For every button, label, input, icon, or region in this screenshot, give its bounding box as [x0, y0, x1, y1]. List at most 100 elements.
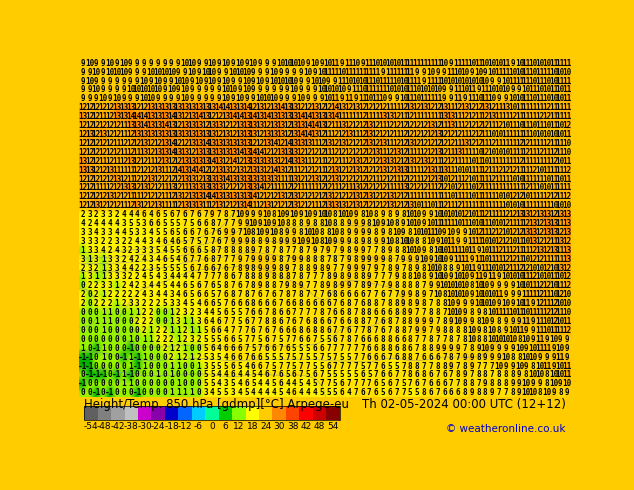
Text: 13: 13 [549, 219, 558, 228]
Text: 2: 2 [176, 343, 181, 353]
Text: 7: 7 [394, 379, 399, 389]
Text: 9: 9 [347, 237, 351, 246]
Text: 2: 2 [197, 353, 201, 362]
Text: 8: 8 [251, 281, 256, 291]
Text: 11: 11 [372, 68, 381, 76]
Text: 10: 10 [413, 210, 422, 219]
Text: 9: 9 [319, 95, 324, 103]
Text: 10: 10 [535, 130, 545, 139]
Text: 10: 10 [515, 174, 524, 184]
Text: 13: 13 [276, 121, 285, 130]
Text: 8: 8 [394, 219, 399, 228]
Text: 6: 6 [442, 379, 447, 389]
Text: 9: 9 [435, 281, 440, 291]
Text: 1: 1 [169, 343, 174, 353]
Text: 3: 3 [169, 290, 174, 299]
Text: 7: 7 [360, 379, 365, 389]
Text: 0: 0 [94, 308, 99, 317]
Text: 9: 9 [517, 317, 522, 326]
Text: 0: 0 [115, 388, 119, 397]
Text: 12: 12 [317, 201, 326, 210]
Text: 8: 8 [476, 335, 481, 344]
Text: 10: 10 [488, 59, 497, 68]
Text: 12: 12 [228, 183, 237, 193]
Text: 13: 13 [297, 139, 306, 148]
Text: 12: 12 [440, 148, 449, 157]
Text: 7: 7 [197, 264, 201, 272]
Text: 10: 10 [105, 68, 115, 76]
Text: 12: 12 [372, 201, 381, 210]
Text: 14: 14 [139, 112, 149, 121]
Text: 9: 9 [264, 59, 269, 68]
Text: 9: 9 [538, 353, 542, 362]
Text: 2: 2 [115, 290, 119, 299]
Text: 12: 12 [378, 103, 387, 112]
Text: 12: 12 [481, 166, 490, 174]
Text: 9: 9 [449, 317, 453, 326]
Text: 6: 6 [197, 219, 201, 228]
Text: 13: 13 [194, 157, 204, 166]
Text: 7: 7 [278, 299, 283, 308]
Text: 13: 13 [249, 157, 258, 166]
Text: 9: 9 [469, 353, 474, 362]
Text: 12: 12 [105, 112, 115, 121]
Text: 12: 12 [78, 183, 87, 193]
Text: 12: 12 [419, 166, 429, 174]
Text: 14: 14 [221, 174, 231, 184]
Text: 5: 5 [264, 353, 269, 362]
Text: 13: 13 [187, 121, 197, 130]
Text: 14: 14 [228, 112, 237, 121]
Text: 8: 8 [360, 308, 365, 317]
Text: 10: 10 [542, 130, 552, 139]
Text: 7: 7 [251, 290, 256, 299]
Text: 9: 9 [490, 388, 495, 397]
Text: 9: 9 [503, 290, 508, 299]
Text: 12: 12 [297, 174, 306, 184]
Text: 6: 6 [237, 299, 242, 308]
Text: 10: 10 [556, 68, 565, 76]
Text: 12: 12 [426, 139, 436, 148]
Text: 10: 10 [413, 246, 422, 255]
Text: 10: 10 [495, 362, 503, 370]
Text: 12: 12 [426, 148, 436, 157]
Text: 9: 9 [264, 85, 269, 95]
Text: 12: 12 [214, 130, 224, 139]
Text: 0: 0 [162, 308, 167, 317]
Text: 10: 10 [515, 95, 524, 103]
Text: 9: 9 [115, 59, 119, 68]
Text: 12: 12 [344, 103, 353, 112]
Text: 11: 11 [351, 85, 360, 95]
Text: 14: 14 [242, 103, 251, 112]
Text: 12: 12 [330, 130, 340, 139]
Text: 0: 0 [115, 353, 119, 362]
Text: 10: 10 [235, 59, 244, 68]
Text: 8: 8 [374, 228, 378, 237]
Text: 11: 11 [317, 157, 326, 166]
Text: 12: 12 [372, 183, 381, 193]
Text: -6: -6 [194, 422, 203, 431]
Text: 5: 5 [333, 388, 337, 397]
Text: 12: 12 [433, 183, 442, 193]
Text: 12: 12 [419, 174, 429, 184]
Text: 9: 9 [435, 237, 440, 246]
Text: 11: 11 [358, 68, 367, 76]
Text: 5: 5 [210, 370, 215, 379]
Text: 0: 0 [148, 362, 153, 370]
Text: 13: 13 [256, 157, 265, 166]
Text: 7: 7 [271, 326, 276, 335]
Text: 13: 13 [351, 166, 360, 174]
Text: 2: 2 [142, 308, 146, 317]
Text: 9: 9 [101, 68, 105, 76]
Text: 0: 0 [81, 326, 85, 335]
Text: 9: 9 [442, 95, 447, 103]
Text: 9: 9 [292, 237, 297, 246]
Text: 3: 3 [94, 237, 99, 246]
Text: 14: 14 [330, 103, 340, 112]
Text: 7: 7 [217, 290, 221, 299]
Text: 4: 4 [210, 308, 215, 317]
Text: 10: 10 [549, 68, 558, 76]
Text: 11: 11 [160, 183, 169, 193]
Text: 9: 9 [237, 255, 242, 264]
Text: 12: 12 [228, 121, 237, 130]
Text: 9: 9 [244, 237, 249, 246]
